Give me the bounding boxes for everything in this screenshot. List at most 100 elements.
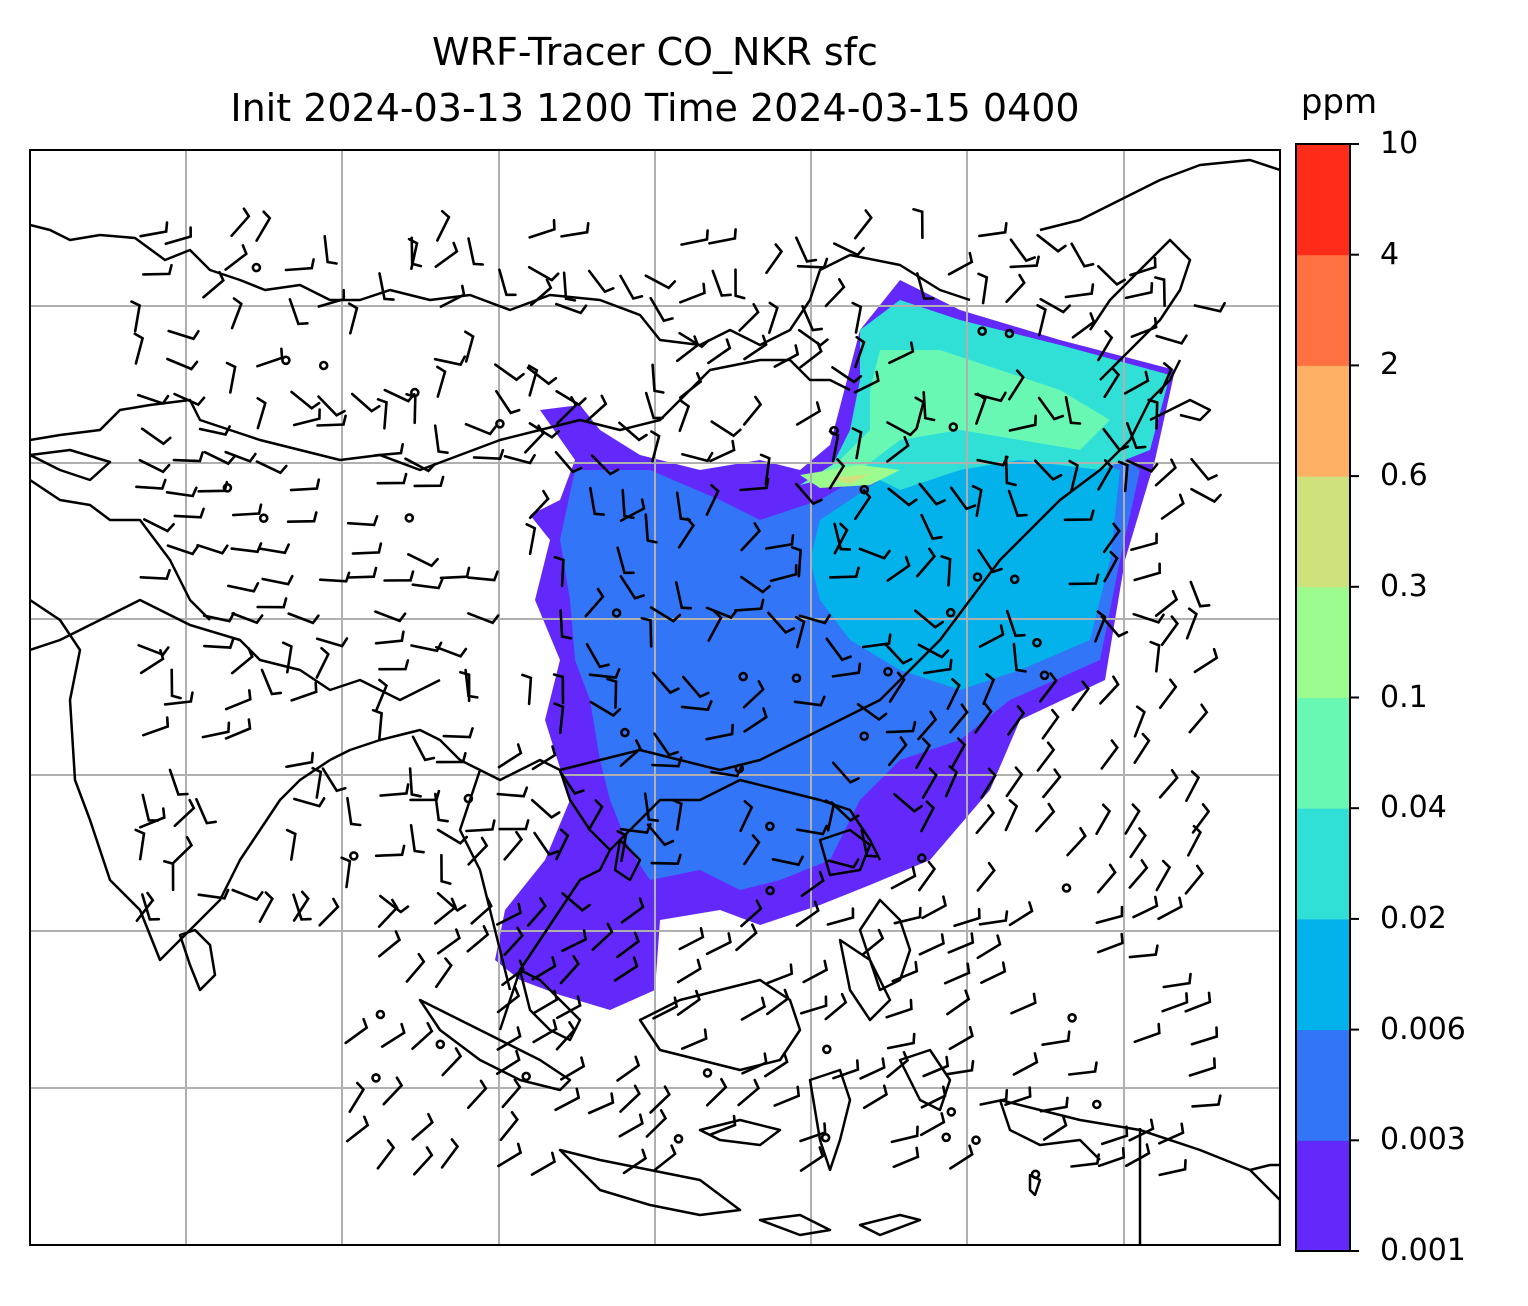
calm-wind-marker: [977, 326, 988, 337]
wind-barb: [705, 932, 732, 956]
wind-barb: [464, 422, 497, 436]
wind-barb: [1068, 459, 1079, 493]
wind-barb: [888, 341, 915, 365]
wind-barb: [622, 1148, 648, 1175]
map-gridlines: [30, 150, 1280, 1245]
wind-barb: [794, 616, 806, 649]
wind-barb: [1126, 422, 1147, 450]
wind-barb: [1162, 972, 1192, 989]
colorbar-tick-label: 0.3: [1380, 568, 1428, 604]
wind-barb: [922, 390, 936, 422]
calm-wind-marker: [673, 1134, 684, 1144]
wind-barb: [796, 824, 828, 836]
wind-barb: [859, 1057, 886, 1080]
wind-barb: [528, 422, 560, 439]
calm-wind-marker: [1030, 1169, 1041, 1180]
wind-barb: [886, 421, 918, 437]
wind-barb: [466, 1079, 488, 1109]
calm-wind-marker: [948, 422, 959, 432]
wind-barb: [644, 274, 677, 290]
wind-barb: [886, 555, 911, 582]
wind-barb: [676, 989, 701, 1016]
wind-barb: [1100, 739, 1119, 770]
wind-barb: [137, 393, 170, 406]
wind-barb: [827, 858, 860, 869]
wind-barb: [434, 241, 459, 268]
calm-wind-marker: [521, 1071, 532, 1082]
wind-barb: [434, 897, 458, 925]
wind-barb: [163, 860, 175, 891]
wind-barb: [555, 828, 570, 861]
wind-barb: [616, 931, 640, 959]
wind-barb: [799, 1122, 827, 1143]
wind-barb: [1012, 642, 1027, 673]
wind-barb: [946, 989, 971, 1016]
calm-wind-marker: [281, 355, 291, 366]
wind-barb: [912, 208, 924, 239]
wind-barb: [532, 1019, 558, 1044]
wind-barb: [769, 564, 798, 583]
wind-barb: [680, 229, 709, 246]
wind-barb: [531, 745, 557, 771]
wind-barb: [316, 414, 347, 427]
wind-barb: [649, 606, 682, 623]
wind-barb: [528, 219, 556, 239]
wind-barb: [1012, 1052, 1039, 1076]
wind-barb: [920, 513, 943, 541]
colorbar-tick-label: 0.02: [1380, 900, 1447, 936]
wind-barb: [350, 392, 381, 413]
wind-barb: [142, 716, 170, 737]
calm-wind-marker: [945, 607, 956, 618]
wind-barb: [743, 334, 768, 361]
wind-barb: [379, 894, 410, 914]
calm-wind-marker: [791, 673, 802, 684]
wind-barb: [589, 486, 605, 516]
wind-barb: [470, 896, 493, 925]
wind-barb: [977, 548, 1003, 574]
wind-barb: [405, 392, 417, 425]
calm-wind-marker: [765, 821, 775, 832]
wind-barb: [1008, 414, 1037, 432]
wind-barb: [377, 898, 399, 928]
wind-barb: [165, 486, 198, 498]
wind-barb: [440, 1138, 460, 1169]
wind-barb: [1005, 766, 1024, 798]
wind-barb: [921, 767, 938, 799]
colorbar-segment: [1296, 365, 1350, 477]
wind-barb: [886, 1050, 910, 1079]
wind-barb: [856, 702, 888, 722]
wind-barb: [1193, 302, 1226, 313]
wind-barb: [739, 800, 754, 833]
wind-barb: [1130, 316, 1158, 338]
calm-wind-marker: [738, 671, 749, 682]
wind-barb: [528, 489, 550, 519]
colorbar-tick-label: 4: [1380, 236, 1400, 272]
wind-barb: [1036, 233, 1067, 253]
wind-barb: [531, 956, 557, 981]
wind-barb: [501, 959, 525, 987]
wind-barb: [796, 257, 829, 269]
wind-barb: [860, 828, 878, 858]
wind-barb: [1004, 455, 1017, 487]
wind-barb: [1103, 366, 1121, 399]
wind-barb: [923, 658, 953, 675]
calm-wind-marker: [611, 608, 622, 618]
wind-barb: [1190, 487, 1222, 504]
wind-barb: [649, 296, 674, 323]
wind-barb: [135, 891, 155, 922]
wind-barb: [759, 453, 771, 486]
wind-barb: [374, 610, 407, 623]
wind-barb: [915, 737, 932, 770]
wind-barb: [503, 453, 536, 465]
wind-barb: [885, 998, 913, 1019]
wind-barb: [797, 328, 829, 347]
wind-barb: [383, 570, 415, 582]
wind-barb: [138, 807, 166, 829]
wind-barb: [765, 534, 795, 550]
wind-barb: [172, 451, 204, 463]
wind-barb: [1190, 458, 1218, 481]
wind-barb: [140, 427, 172, 446]
colorbar-tick-label: 10: [1380, 126, 1419, 161]
wind-barb: [261, 574, 294, 586]
wind-barb: [1130, 532, 1158, 551]
